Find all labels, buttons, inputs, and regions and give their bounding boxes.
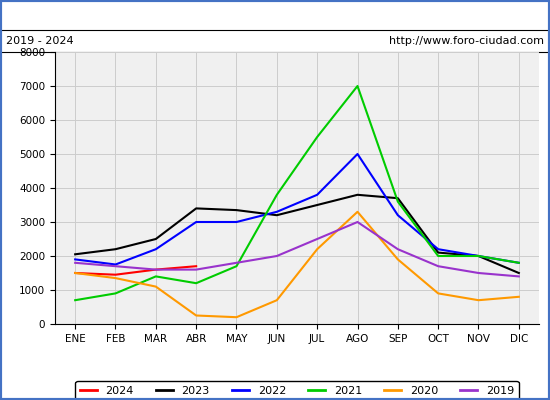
Text: 2019 - 2024: 2019 - 2024 [6, 36, 73, 46]
Text: Evolucion Nº Turistas Nacionales en el municipio de la Nucia: Evolucion Nº Turistas Nacionales en el m… [39, 8, 511, 22]
Legend: 2024, 2023, 2022, 2021, 2020, 2019: 2024, 2023, 2022, 2021, 2020, 2019 [75, 381, 519, 400]
Text: http://www.foro-ciudad.com: http://www.foro-ciudad.com [389, 36, 544, 46]
